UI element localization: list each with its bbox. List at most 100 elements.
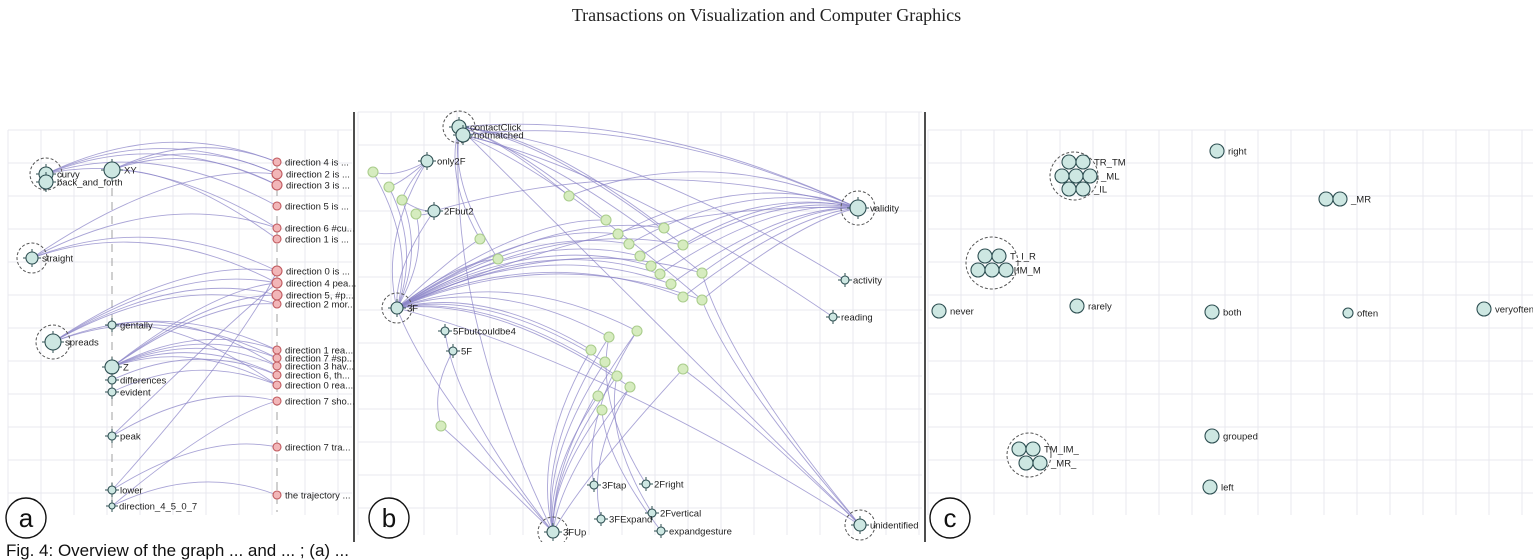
graph-edge	[458, 126, 846, 281]
node-label: 2Fbut2	[444, 207, 474, 218]
graph-edge	[440, 425, 554, 533]
panel-letter: b	[382, 503, 396, 533]
graph-edge	[396, 213, 420, 309]
graph-edge	[52, 294, 278, 343]
node-label: 3F	[407, 304, 418, 315]
graph-edge	[458, 126, 607, 221]
graph-node	[420, 154, 434, 168]
graph-node	[1025, 441, 1041, 457]
node-label: 3FUp	[563, 528, 586, 539]
graph-edge	[111, 324, 278, 386]
graph-node	[272, 370, 282, 380]
node-label: 5F	[461, 347, 472, 358]
graph-node	[696, 267, 708, 279]
graph-edge	[396, 273, 703, 309]
cluster-ring	[965, 236, 1019, 290]
node-label: reading	[841, 313, 873, 324]
graph-node	[271, 179, 283, 191]
node-label: back_and_forth	[57, 178, 123, 189]
node-label: grouped	[1223, 432, 1258, 443]
graph-edge	[457, 126, 554, 533]
node-label: direction 0 is ...	[286, 267, 350, 278]
graph-node	[677, 363, 689, 375]
graph-node	[853, 518, 867, 532]
graph-edge	[701, 299, 861, 526]
graph-node	[1082, 168, 1098, 184]
node-label: direction 2 mor...	[285, 300, 355, 311]
graph-edge	[111, 347, 278, 368]
graph-edge	[52, 287, 278, 343]
graph-node	[1075, 154, 1091, 170]
graph-edge	[111, 443, 278, 491]
graph-node	[455, 127, 471, 143]
node-label: never	[950, 307, 974, 318]
graph-node	[592, 390, 604, 402]
graph-node	[840, 275, 850, 285]
graph-edge	[52, 324, 278, 359]
graph-edge	[456, 126, 499, 260]
graph-node	[107, 375, 117, 385]
graph-edge	[396, 306, 631, 388]
graph-node	[1061, 181, 1077, 197]
graph-edge	[396, 307, 554, 533]
graph-edge	[111, 158, 278, 186]
graph-node	[107, 485, 117, 495]
node-label: often	[1357, 309, 1378, 320]
graph-edge	[433, 179, 859, 212]
graph-node	[107, 320, 117, 330]
graph-node	[677, 239, 689, 251]
node-label: direction 1 is ...	[285, 235, 349, 246]
graph-edge	[396, 271, 684, 309]
graph-edge	[701, 272, 861, 526]
node-label: 3Ftap	[602, 481, 626, 492]
node-label: Z	[123, 363, 129, 374]
node-label: _MR_	[1050, 459, 1077, 470]
graph-node	[272, 442, 282, 452]
graph-edge	[31, 236, 278, 272]
graph-node	[396, 194, 408, 206]
graph-node	[563, 190, 575, 202]
node-label: rarely	[1088, 302, 1112, 313]
graph-edge	[52, 320, 278, 351]
graph-node	[585, 344, 597, 356]
node-label: expandgesture	[669, 527, 732, 538]
graph-edge	[396, 257, 703, 309]
graph-edge	[111, 481, 278, 507]
graph-edge	[45, 161, 278, 207]
graph-node	[1204, 304, 1220, 320]
node-label: TM_IM_	[1044, 445, 1080, 456]
graph-edge	[568, 171, 859, 209]
graph-edge	[52, 268, 278, 343]
graph-edge	[444, 330, 554, 533]
graph-node	[440, 326, 450, 336]
graph-node	[108, 502, 116, 510]
graph-node	[623, 238, 635, 250]
edge-layer	[31, 123, 861, 533]
graph-node	[998, 262, 1014, 278]
node-label: direction 2 is ...	[286, 170, 350, 181]
graph-edge	[111, 270, 278, 491]
graph-node	[410, 208, 422, 220]
graph-node	[624, 381, 636, 393]
node-label: 5Fbutcouldbe4	[453, 327, 516, 338]
graph-node	[1018, 455, 1034, 471]
graph-node	[1068, 168, 1084, 184]
graph-edge	[396, 259, 661, 309]
panel-dividers	[353, 112, 926, 542]
graph-node	[1204, 428, 1220, 444]
panel-letters: a b c	[5, 497, 971, 539]
graph-edge	[396, 307, 861, 526]
graph-edge	[111, 356, 278, 386]
grid-layer	[7, 111, 1533, 535]
node-label: straight	[42, 254, 74, 265]
graph-edge	[111, 321, 278, 367]
graph-node	[641, 479, 651, 489]
cluster-ring	[1049, 151, 1099, 201]
graph-edge	[682, 368, 861, 526]
graph-node	[448, 346, 458, 356]
cluster-ring	[840, 190, 876, 226]
graph-edge	[111, 343, 278, 368]
graph-edge	[52, 278, 278, 343]
node-label: direction 6 #cu...	[285, 224, 355, 235]
graph-edge	[396, 291, 638, 332]
